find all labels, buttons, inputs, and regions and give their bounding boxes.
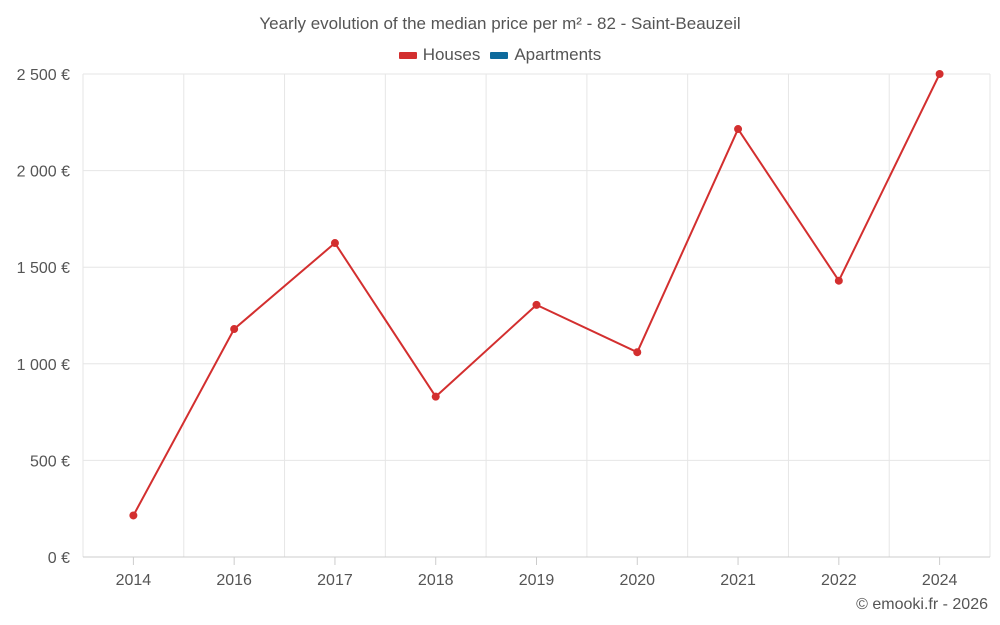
data-point-houses <box>129 511 138 520</box>
x-tick-label: 2018 <box>418 572 454 589</box>
data-point-houses <box>431 392 440 401</box>
chart-title: Yearly evolution of the median price per… <box>259 14 741 33</box>
data-point-houses <box>230 325 239 334</box>
x-tick-label: 2014 <box>116 572 152 589</box>
x-tick-label: 2022 <box>821 572 857 589</box>
data-point-houses <box>935 70 944 78</box>
data-point-houses <box>633 348 642 357</box>
legend-item-houses[interactable]: Houses <box>398 45 481 65</box>
x-tick-label: 2024 <box>922 572 958 589</box>
y-tick-label: 1 000 € <box>17 357 70 374</box>
x-tick-label: 2017 <box>317 572 353 589</box>
x-tick-label: 2020 <box>619 572 655 589</box>
x-tick-label: 2019 <box>519 572 555 589</box>
legend-label-apartments: Apartments <box>514 45 602 64</box>
y-tick-label: 500 € <box>30 453 70 470</box>
x-tick-label: 2021 <box>720 572 756 589</box>
legend-label-houses: Houses <box>422 45 481 64</box>
legend-swatch-apartments <box>490 51 509 59</box>
y-tick-label: 2 500 € <box>17 67 70 84</box>
y-tick-label: 1 500 € <box>17 260 70 277</box>
data-point-houses <box>834 276 843 285</box>
data-point-houses <box>734 125 743 134</box>
copyright-notice: © emooki.fr - 2026 <box>856 596 988 613</box>
series-line-houses <box>132 73 941 516</box>
x-tick-label: 2016 <box>216 572 252 589</box>
y-tick-label: 0 € <box>48 550 70 567</box>
legend-swatch-houses <box>398 51 417 59</box>
chart-legend: Houses Apartments <box>0 45 1000 65</box>
legend-item-apartments[interactable]: Apartments <box>490 45 601 65</box>
data-point-houses <box>532 300 541 309</box>
y-tick-label: 2 000 € <box>17 164 70 181</box>
data-point-houses <box>330 239 339 248</box>
